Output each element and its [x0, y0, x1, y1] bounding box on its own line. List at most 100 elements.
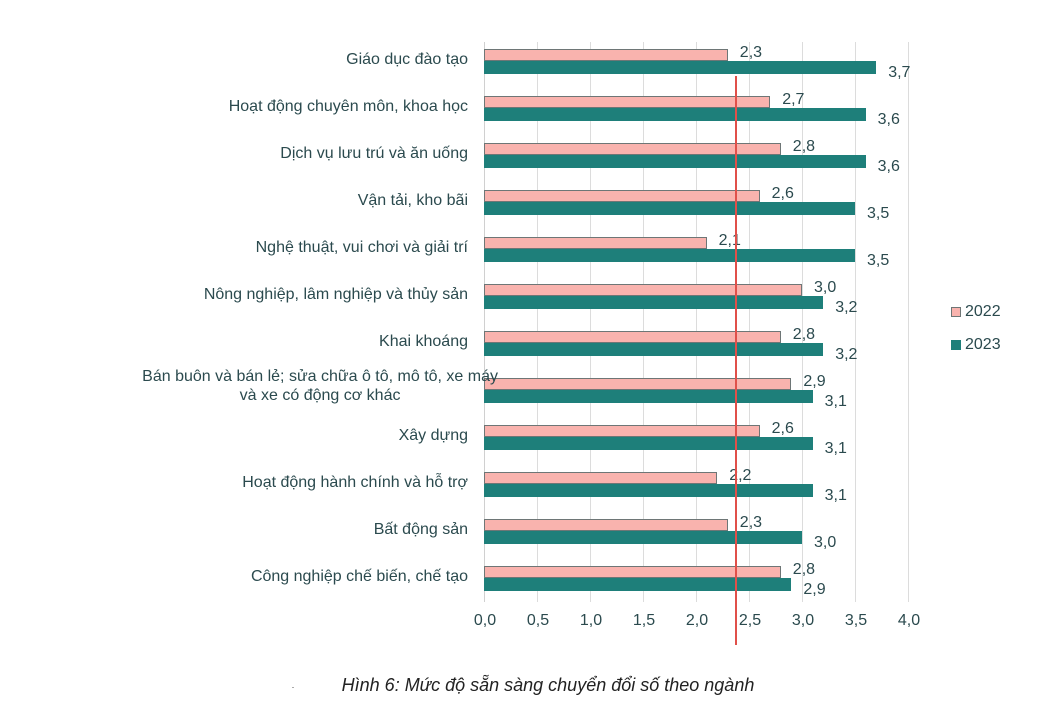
bar-2022: [484, 472, 718, 484]
category-label: Nông nghiệp, lâm nghiệp và thủy sản: [204, 285, 468, 304]
legend-label-2022: 2022: [965, 303, 1001, 320]
data-label-2023: 3,0: [814, 534, 837, 551]
data-label-2022: 2,6: [771, 420, 794, 437]
category-label-line: Bán buôn và bán lẻ; sửa chữa ô tô, mô tô…: [142, 368, 498, 385]
bar-2023: [484, 249, 855, 262]
legend-item-2022: 2022: [951, 303, 1001, 321]
category-label: Xây dựng: [399, 426, 468, 445]
data-label-2022: 2,1: [718, 232, 741, 249]
data-label-2022: 2,9: [803, 373, 826, 390]
category-label: Công nghiệp chế biến, chế tạo: [251, 567, 468, 586]
category-label: Bán buôn và bán lẻ; sửa chữa ô tô, mô tô…: [142, 367, 498, 405]
data-label-2022: 3,0: [814, 279, 837, 296]
x-tick-label: 4,0: [897, 612, 921, 629]
category-label: Hoạt động hành chính và hỗ trợ: [242, 473, 468, 492]
category-label-line: và xe có động cơ khác: [239, 387, 401, 404]
gridline: [537, 42, 538, 602]
bar-2023: [484, 155, 866, 168]
legend-item-2023: 2023: [951, 336, 1001, 354]
bar-2022: [484, 284, 802, 296]
category-label-line: Xây dựng: [398, 426, 468, 444]
gridline: [855, 42, 856, 602]
data-label-2023: 3,6: [877, 158, 900, 175]
x-tick-label: 1,5: [632, 612, 656, 629]
category-label-line: Vận tải, kho bãi: [357, 191, 468, 209]
bar-2023: [484, 202, 855, 215]
data-label-2023: 3,2: [835, 299, 858, 316]
data-label-2023: 3,5: [867, 205, 890, 222]
figure-caption: Hình 6: Mức độ sẵn sàng chuyển đổi số th…: [341, 675, 755, 695]
gridline: [643, 42, 644, 602]
category-label-line: Khai khoáng: [379, 332, 468, 350]
gridline: [696, 42, 697, 602]
bar-2022: [484, 331, 781, 343]
data-label-2023: 3,1: [824, 393, 847, 410]
x-tick-label: 2,5: [738, 612, 762, 629]
bar-2023: [484, 108, 866, 121]
gridline: [908, 42, 909, 602]
category-label: Giáo dục đào tạo: [346, 50, 468, 69]
gridline: [590, 42, 591, 602]
data-label-2023: 3,1: [824, 487, 847, 504]
category-label-line: Hoạt động hành chính và hỗ trợ: [242, 473, 468, 491]
data-label-2022: 2,3: [739, 44, 763, 61]
bar-2022: [484, 143, 781, 155]
bar-2023: [484, 437, 813, 450]
gridline: [749, 42, 750, 602]
bar-2022: [484, 519, 728, 531]
bar-2023: [484, 578, 792, 591]
bar-2023: [484, 390, 813, 403]
legend-swatch-2023: [951, 340, 961, 350]
category-label-line: Dịch vụ lưu trú và ăn uống: [280, 144, 468, 162]
category-label-line: Bất động sản: [373, 520, 468, 538]
x-tick-label: 3,0: [791, 612, 815, 629]
category-label-line: Nghệ thuật, vui chơi và giải trí: [255, 238, 468, 256]
data-label-2023: 3,5: [867, 252, 890, 269]
category-label-line: Giáo dục đào tạo: [346, 50, 468, 68]
x-tick-label: 3,5: [844, 612, 868, 629]
category-label-line: Nông nghiệp, lâm nghiệp và thủy sản: [203, 285, 468, 303]
bar-2023: [484, 484, 813, 497]
data-label-2022: 2,8: [792, 138, 816, 155]
gridline: [802, 42, 803, 602]
data-label-2023: 2,9: [803, 581, 826, 598]
data-label-2023: 3,6: [877, 111, 900, 128]
legend-label-2023: 2023: [965, 336, 1001, 353]
bar-2022: [484, 190, 760, 202]
data-label-2023: 3,7: [888, 64, 911, 81]
category-label-line: Công nghiệp chế biến, chế tạo: [250, 567, 468, 585]
bar-2022: [484, 425, 760, 437]
category-label: Khai khoáng: [379, 332, 468, 351]
category-label: Nghệ thuật, vui chơi và giải trí: [256, 238, 468, 257]
x-tick-label: 2,0: [685, 612, 709, 629]
bar-2023: [484, 296, 824, 309]
data-label-2023: 3,1: [824, 440, 847, 457]
bar-2023: [484, 61, 877, 74]
legend-swatch-2022: [951, 307, 961, 317]
bar-2023: [484, 343, 824, 356]
x-tick-label: 0,5: [526, 612, 550, 629]
data-label-2022: 2,6: [771, 185, 794, 202]
reference-line: [735, 76, 738, 645]
data-label-2022: 2,3: [739, 514, 763, 531]
bar-2022: [484, 96, 771, 108]
data-label-2022: 2,8: [792, 561, 816, 578]
data-label-2022: 2,8: [792, 326, 816, 343]
bar-2023: [484, 531, 802, 544]
decorative-dot: [292, 687, 294, 688]
y-axis-line: [484, 42, 485, 602]
category-label-line: Hoạt động chuyên môn, khoa học: [228, 97, 468, 115]
category-label: Vận tải, kho bãi: [358, 191, 468, 210]
category-label: Dịch vụ lưu trú và ăn uống: [280, 144, 468, 163]
category-label: Bất động sản: [374, 520, 468, 539]
bar-2022: [484, 378, 792, 390]
bar-2022: [484, 237, 707, 249]
x-tick-label: 0,0: [473, 612, 497, 629]
data-label-2022: 2,7: [782, 91, 805, 108]
data-label-2023: 3,2: [835, 346, 858, 363]
bar-2022: [484, 49, 728, 61]
x-tick-label: 1,0: [579, 612, 603, 629]
data-label-2022: 2,2: [729, 467, 752, 484]
category-label: Hoạt động chuyên môn, khoa học: [229, 97, 468, 116]
